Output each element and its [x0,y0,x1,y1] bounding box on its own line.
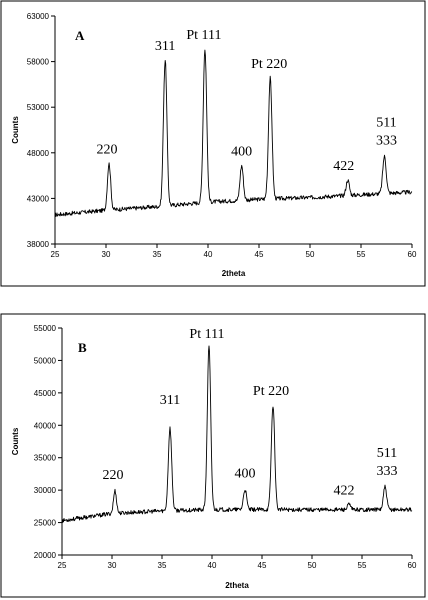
y-tick-label: 63000 [27,12,50,21]
x-tick-label: 50 [306,250,315,259]
panel-label: B [78,340,87,355]
y-tick-label: 50000 [34,356,57,365]
x-axis-title: 2theta [222,269,246,278]
peak-label: 511 [376,115,396,130]
panel-b-plot: 25 30 35 40 45 50 55 60 20000 25000 30000 35000 4000… [11,324,417,590]
x-tick-label: 30 [108,561,117,570]
peak-label: Pt 220 [253,384,289,399]
peak-label: 400 [231,145,252,160]
x-tick-label: 25 [51,250,60,259]
y-tick-label: 30000 [34,486,57,495]
peak-label: Pt 220 [251,57,287,72]
peak-label: Pt 111 [189,327,224,342]
diffraction-trace [54,49,413,217]
y-axis-title: Counts [11,427,20,455]
y-tick-label: 48000 [27,149,50,158]
x-tick-label: 55 [357,250,366,259]
y-tick-label: 45000 [34,389,57,398]
panel-label: A [75,28,85,43]
x-tick-label: 50 [308,561,317,570]
peak-label: 333 [377,464,398,479]
y-tick-label: 35000 [34,454,57,463]
chart-panel-b: 25 30 35 40 45 50 55 60 20000 25000 30000 35000 4000… [0,313,426,598]
y-tick-label: 53000 [27,103,50,112]
y-axis-title: Counts [11,116,20,144]
x-tick-label: 30 [102,250,111,259]
peak-label: 311 [160,393,180,408]
panel-a-frame [0,0,426,287]
peak-label: 422 [334,483,355,498]
panel-b-frame [0,313,426,598]
x-tick-label: 35 [158,561,167,570]
panel-a-plot: 25 30 35 40 45 50 55 60 38000 43000 48000 53000 5800… [11,12,417,278]
x-tick-label: 40 [208,561,217,570]
y-tick-label: 25000 [34,519,57,528]
diffraction-trace [61,345,413,523]
y-tick-label: 40000 [34,421,57,430]
x-tick-label: 40 [204,250,213,259]
peak-label: 422 [333,159,354,174]
peak-label: Pt 111 [186,28,221,43]
x-tick-label: 35 [153,250,162,259]
peak-label: 220 [103,468,124,483]
x-tick-label: 45 [255,250,264,259]
chart-panel-a: 25 30 35 40 45 50 55 60 38000 43000 48000 53000 5800… [0,0,426,287]
x-tick-label: 55 [358,561,367,570]
x-tick-label: 60 [408,250,417,259]
y-tick-label: 43000 [27,194,50,203]
y-tick-label: 20000 [34,551,57,560]
x-axis-title: 2theta [225,581,249,590]
peak-label: 333 [376,133,397,148]
peak-label: 400 [235,466,256,481]
peak-label: 220 [97,143,118,158]
x-tick-label: 25 [58,561,67,570]
y-tick-label: 58000 [27,58,50,67]
x-tick-label: 45 [258,561,267,570]
peak-label: 511 [377,446,397,461]
peak-label: 311 [155,39,175,54]
y-tick-label: 38000 [27,240,50,249]
y-tick-label: 55000 [34,324,57,333]
x-tick-label: 60 [408,561,417,570]
